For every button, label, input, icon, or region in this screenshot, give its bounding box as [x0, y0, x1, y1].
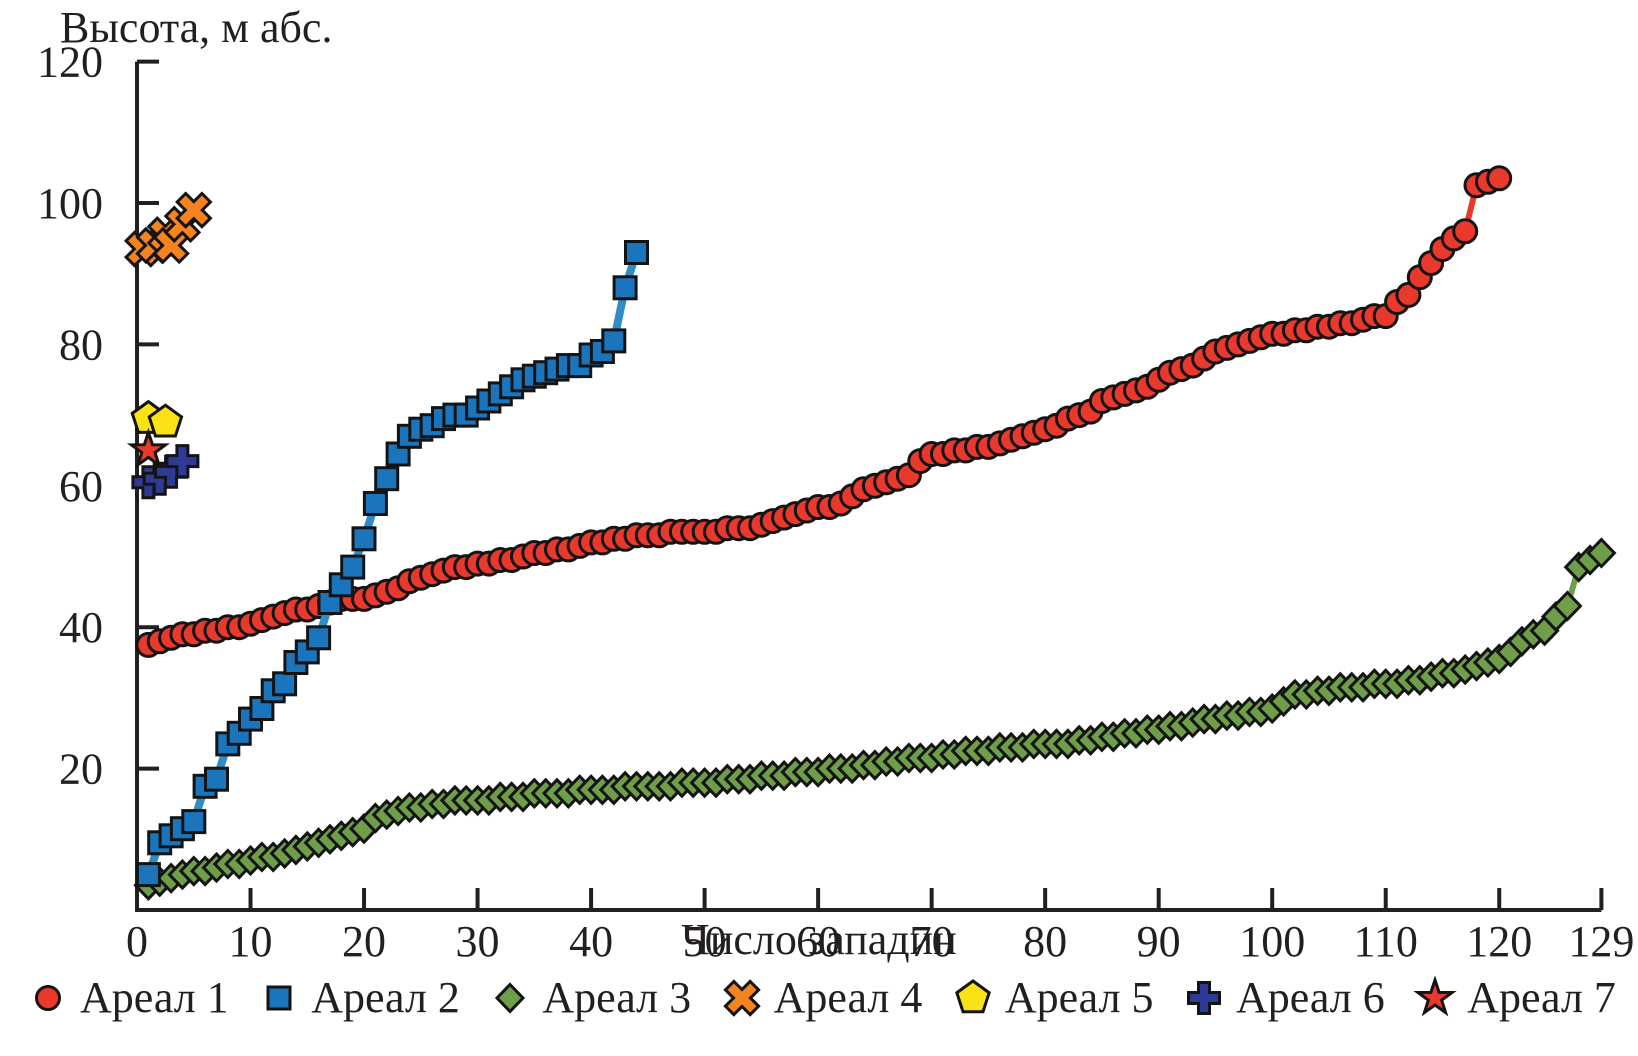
marker [351, 526, 377, 552]
legend-item-areal-5: Ареал 5 [951, 972, 1154, 1023]
series-6-markers [131, 444, 200, 500]
legend-label: Ареал 2 [311, 973, 460, 1022]
legend-marker-shape [495, 981, 526, 1014]
legend-marker-shape [1187, 980, 1222, 1015]
x-tick-label: 20 [342, 917, 386, 966]
legend-marker-shape [35, 984, 61, 1011]
legend-marker-shape [722, 978, 761, 1017]
legend-label: Ареал 3 [542, 973, 692, 1022]
legend-item-areal-1: Ареал 1 [26, 972, 229, 1023]
y-tick-label: 20 [59, 745, 103, 794]
legend-marker-shape [266, 985, 292, 1010]
marker [165, 444, 200, 479]
x-tick-label: 40 [569, 917, 613, 966]
legend-marker-star-icon [1413, 975, 1457, 1016]
legend-label: Ареал 4 [773, 973, 923, 1022]
series-3-markers [133, 537, 1617, 901]
x-tick-label: 90 [1137, 917, 1181, 966]
series-4-markers [123, 191, 213, 268]
x-tick-label: 120 [1466, 917, 1532, 966]
y-tick-label: 40 [59, 603, 103, 652]
marker [306, 625, 332, 651]
legend-label: Ареал 1 [80, 973, 229, 1022]
marker [612, 275, 638, 301]
marker [1586, 537, 1617, 569]
marker [1486, 165, 1513, 192]
legend-marker-diamond-icon [495, 981, 526, 1014]
x-tick-label: 0 [126, 917, 148, 966]
marker [340, 554, 366, 580]
marker [181, 809, 207, 835]
legend-marker-xmark-icon [722, 978, 761, 1017]
legend-item-areal-6: Ареал 6 [1182, 972, 1385, 1023]
marker [126, 427, 171, 469]
marker [362, 491, 388, 516]
x-tick-label: 30 [456, 917, 500, 966]
legend-label: Ареал 5 [1004, 973, 1154, 1022]
legend-item-areal-7: Ареал 7 [1413, 972, 1616, 1023]
x-tick-label: 50 [683, 917, 727, 966]
legend: Ареал 1 Ареал 2 Ареал 3 Ареал 4 Ареал 5 … [0, 972, 1638, 1023]
x-tick-label: 10 [229, 917, 273, 966]
y-tick-label: 100 [37, 179, 103, 228]
legend-item-areal-3: Ареал 3 [488, 972, 691, 1023]
x-tick-label: 129 [1568, 917, 1634, 966]
marker [272, 671, 298, 697]
legend-marker-shape [954, 978, 991, 1013]
series-1-markers [135, 165, 1513, 658]
marker [135, 862, 161, 888]
y-tick-label: 80 [59, 320, 103, 369]
marker [147, 403, 184, 438]
x-tick-label: 100 [1239, 917, 1305, 966]
marker [175, 191, 213, 229]
marker [601, 328, 627, 354]
x-axis-title: Число западин [681, 915, 957, 964]
legend-label: Ареал 6 [1236, 973, 1385, 1022]
x-tick-label: 110 [1354, 917, 1418, 966]
x-tick-label: 80 [1023, 917, 1067, 966]
legend-marker-plus-icon [1187, 980, 1222, 1015]
legend-marker-square-icon [266, 985, 292, 1010]
series-2-markers [135, 240, 649, 888]
x-tick-label: 60 [796, 917, 840, 966]
x-tick-label: 70 [910, 917, 954, 966]
legend-label: Ареал 7 [1467, 973, 1616, 1022]
series-5-markers [130, 399, 184, 438]
y-tick-label: 60 [59, 462, 103, 511]
legend-item-areal-4: Ареал 4 [720, 972, 923, 1023]
marker [624, 240, 649, 265]
legend-marker-shape [1413, 975, 1457, 1016]
y-tick-label: 120 [37, 38, 103, 87]
series-7-markers [126, 427, 171, 469]
legend-marker-pentagon-icon [954, 978, 991, 1013]
marker [204, 766, 229, 792]
legend-marker-circle-icon [35, 984, 61, 1011]
legend-item-areal-2: Ареал 2 [257, 972, 460, 1023]
y-axis-title: Высота, м абс. [60, 3, 333, 52]
marker [1552, 590, 1583, 622]
marker [374, 466, 400, 492]
marker [1452, 218, 1479, 245]
chart-plot-area: 20 40 60 80 100 120 0 10 20 30 40 50 60 70 80 90 100 110 1… [37, 38, 1634, 966]
